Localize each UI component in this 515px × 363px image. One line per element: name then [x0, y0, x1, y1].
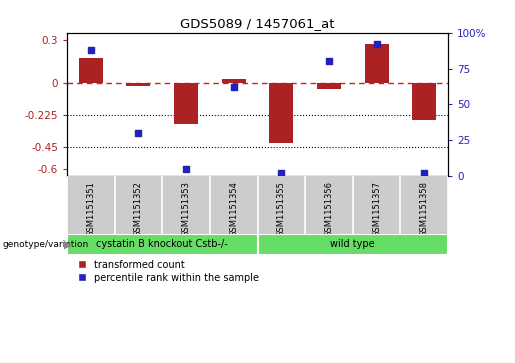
Title: GDS5089 / 1457061_at: GDS5089 / 1457061_at [180, 17, 335, 30]
Text: GSM1151355: GSM1151355 [277, 181, 286, 237]
FancyBboxPatch shape [258, 234, 448, 254]
Bar [317, 83, 341, 89]
Point [325, 58, 333, 64]
Point [230, 84, 238, 90]
Text: GSM1151351: GSM1151351 [87, 181, 95, 237]
Bar [174, 83, 198, 125]
Text: wild type: wild type [331, 239, 375, 249]
Text: GSM1151354: GSM1151354 [229, 181, 238, 237]
FancyBboxPatch shape [67, 234, 258, 254]
Text: genotype/variation: genotype/variation [3, 240, 89, 249]
Bar [127, 83, 150, 86]
Bar [222, 78, 246, 83]
Point [372, 41, 381, 47]
Legend: transformed count, percentile rank within the sample: transformed count, percentile rank withi… [72, 260, 259, 283]
Bar [269, 83, 293, 143]
Bar [79, 58, 102, 83]
Text: cystatin B knockout Cstb-/-: cystatin B knockout Cstb-/- [96, 239, 228, 249]
Text: GSM1151353: GSM1151353 [182, 181, 191, 237]
Text: GSM1151358: GSM1151358 [420, 181, 428, 237]
Point [182, 166, 190, 172]
Text: ▶: ▶ [64, 239, 73, 249]
Text: GSM1151357: GSM1151357 [372, 181, 381, 237]
Point [420, 170, 428, 176]
Bar [413, 83, 436, 120]
Text: GSM1151352: GSM1151352 [134, 181, 143, 237]
Text: GSM1151356: GSM1151356 [324, 181, 333, 237]
Point [134, 130, 143, 136]
Bar [365, 44, 388, 83]
Point [87, 47, 95, 53]
Point [277, 170, 285, 176]
